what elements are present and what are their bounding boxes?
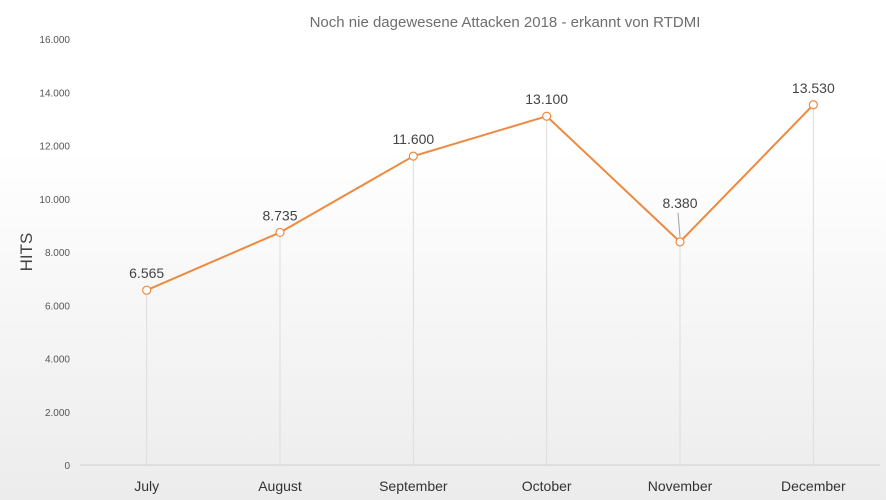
x-tick-label: September xyxy=(379,478,448,494)
x-tick-label: August xyxy=(258,478,302,494)
chart-title: Noch nie dagewesene Attacken 2018 - erka… xyxy=(310,14,701,31)
data-label: 13.100 xyxy=(525,91,568,107)
data-point xyxy=(275,227,285,238)
data-label: 8.735 xyxy=(262,207,297,223)
y-tick-label: 6.000 xyxy=(45,301,70,312)
y-tick-label: 8.000 xyxy=(45,248,70,259)
y-tick-label: 0 xyxy=(64,461,70,472)
data-label: 6.565 xyxy=(129,265,164,281)
data-markers xyxy=(142,100,818,295)
data-point xyxy=(408,151,418,161)
series-line xyxy=(146,104,815,292)
data-point xyxy=(808,100,818,110)
data-label-leader xyxy=(677,212,681,237)
x-tick-label: July xyxy=(134,478,159,494)
y-axis-label: HITS xyxy=(17,233,36,272)
y-tick-label: 16.000 xyxy=(39,35,70,46)
data-label: 11.600 xyxy=(392,131,434,147)
x-axis-ticks: July August September October November Decemb… xyxy=(134,478,846,494)
y-tick-label: 10.000 xyxy=(39,195,70,206)
y-axis-ticks: 0 2.000 4.000 6.000 8.000 10.000 12.000 14.000 1… xyxy=(39,35,70,472)
x-tick-label: October xyxy=(522,478,572,494)
drop-lines xyxy=(146,104,814,465)
x-tick-label: December xyxy=(781,478,846,494)
data-point xyxy=(675,237,685,247)
data-label: 8.380 xyxy=(662,195,697,211)
data-labels: 6.565 8.735 11.600 13.100 8.380 13.530 xyxy=(129,80,835,281)
data-point xyxy=(542,111,552,121)
y-tick-label: 2.000 xyxy=(45,408,70,419)
y-tick-label: 4.000 xyxy=(45,355,70,366)
data-point xyxy=(142,285,152,295)
y-tick-label: 12.000 xyxy=(39,142,70,153)
x-tick-label: November xyxy=(648,478,713,494)
data-label: 13.530 xyxy=(792,80,835,96)
y-tick-label: 14.000 xyxy=(39,88,70,99)
